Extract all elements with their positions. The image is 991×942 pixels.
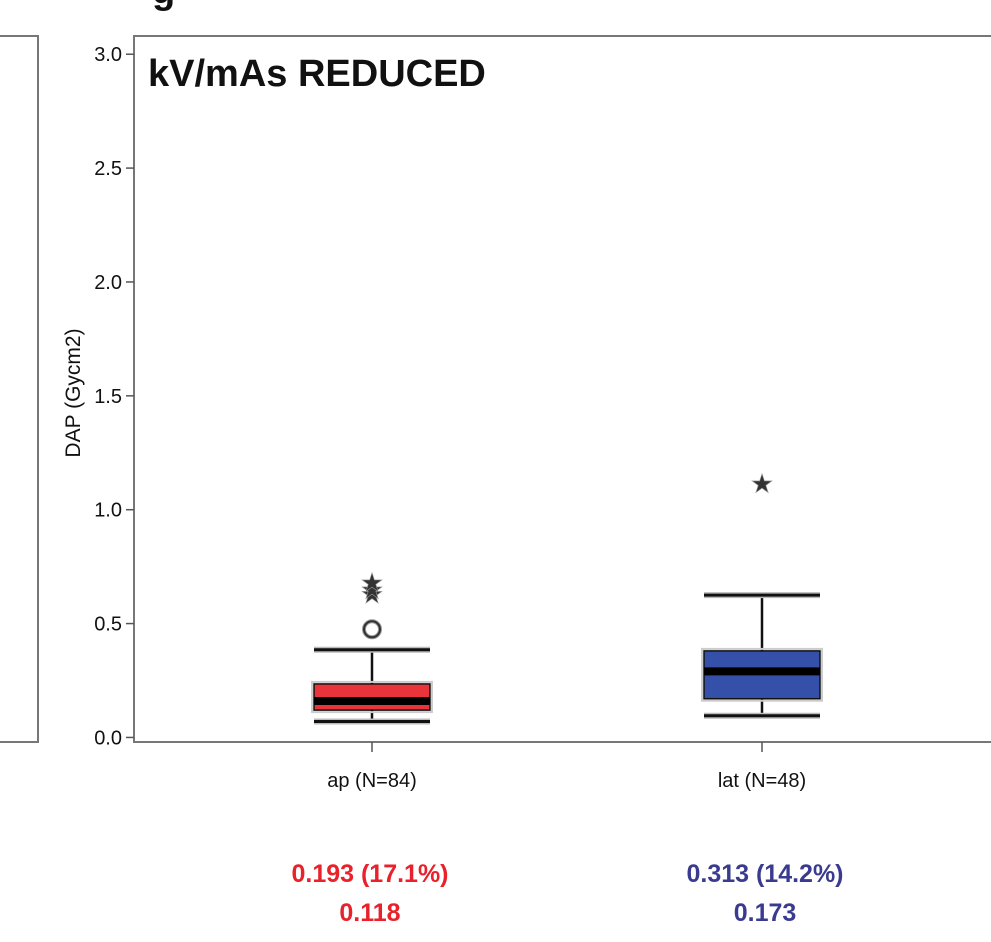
plot-frame xyxy=(133,35,991,743)
y-tick-label: 3.0 xyxy=(94,44,122,66)
y-tick-label: 0.0 xyxy=(94,727,122,749)
extreme-marker: ★ xyxy=(360,580,383,610)
x-tick-label: ap (N=84) xyxy=(327,770,417,792)
y-tick-label: 1.0 xyxy=(94,500,122,522)
x-tick-label: lat (N=48) xyxy=(718,770,806,792)
y-axis: 0.0 0.5 1.0 1.5 2.0 2.5 3.0 xyxy=(94,44,134,749)
stats-lat: 0.313 (14.2%) 0.173 xyxy=(645,860,885,928)
stats-ap: 0.193 (17.1%) 0.118 xyxy=(250,860,490,928)
outlier-marker xyxy=(363,620,381,639)
extreme-marker: ★ xyxy=(360,575,383,605)
stats-ap-mean: 0.193 (17.1%) xyxy=(291,860,449,888)
extreme-marker: ★ xyxy=(360,568,383,598)
box-0: ★★★ xyxy=(311,568,433,725)
extreme-marker: ★ xyxy=(750,469,773,499)
stats-ap-median: 0.118 xyxy=(339,899,401,927)
chart-title: kV/mAs REDUCED xyxy=(148,53,486,95)
x-axis: ap (N=84) lat (N=48) xyxy=(327,742,806,792)
header-fragment: g xyxy=(152,0,175,13)
y-tick-label: 1.5 xyxy=(94,386,122,408)
y-tick-label: 0.5 xyxy=(94,614,122,636)
boxes: ★★★★ xyxy=(311,469,823,725)
y-tick-label: 2.5 xyxy=(94,158,122,180)
stats-lat-median: 0.173 xyxy=(733,899,797,927)
left-panel-edge xyxy=(0,35,39,743)
stats-lat-mean: 0.313 (14.2%) xyxy=(686,860,844,888)
y-tick-label: 2.0 xyxy=(94,272,122,294)
y-axis-label: DAP (Gycm2) xyxy=(62,328,85,457)
box-1: ★ xyxy=(701,469,823,719)
